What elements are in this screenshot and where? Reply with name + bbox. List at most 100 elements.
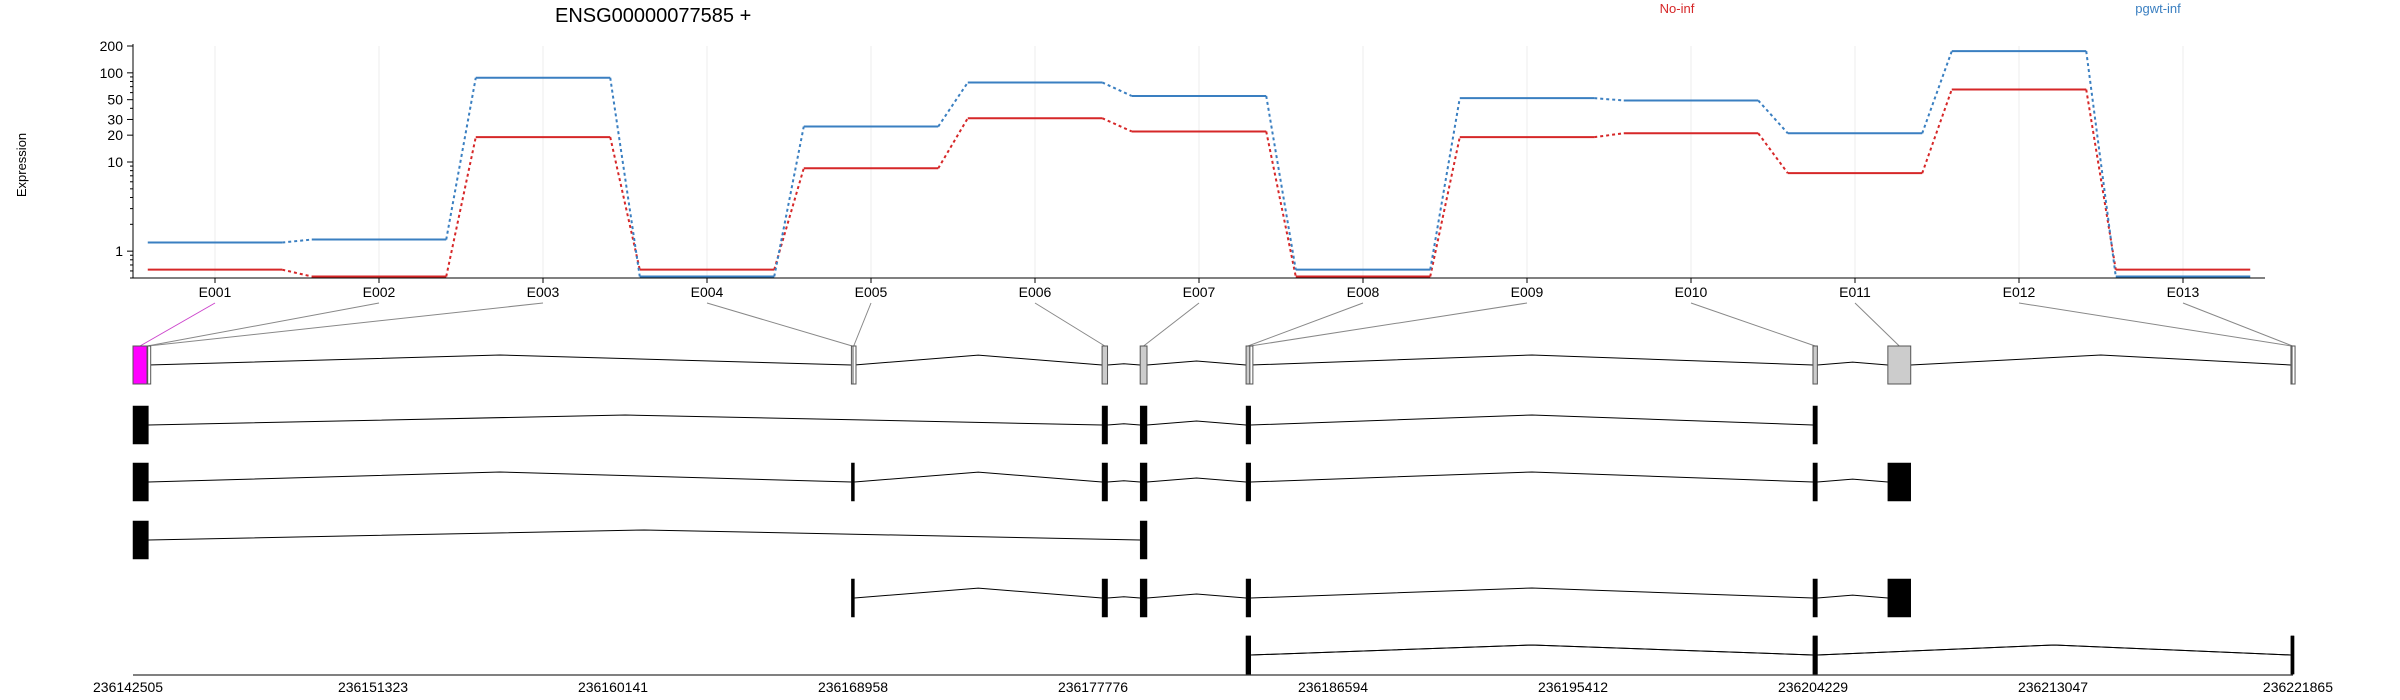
- bin-link-e013: [2182, 302, 2293, 347]
- x-tick-label-e012: E012: [2003, 284, 2036, 300]
- series-pgwt-inf: [147, 50, 2251, 278]
- chart-title: ENSG00000077585 +: [555, 5, 751, 27]
- genome-tick-label: 236221865: [2263, 679, 2333, 695]
- connector-no-inf: [1757, 132, 1789, 174]
- exon: [1101, 462, 1108, 502]
- intron: [1817, 594, 1888, 599]
- bin-intron: [148, 354, 852, 366]
- bin-link-e004: [706, 302, 853, 347]
- y-axis-label: Expression: [14, 133, 29, 197]
- connector-no-inf: [609, 136, 641, 270]
- exon: [1101, 578, 1108, 618]
- intron: [1817, 644, 2291, 656]
- exon: [132, 462, 149, 502]
- intron: [1146, 477, 1247, 483]
- x-tick-label-e001: E001: [199, 284, 232, 300]
- connector-no-inf: [1429, 136, 1461, 277]
- exon: [1887, 578, 1911, 618]
- connector-pgwt-inf: [1921, 50, 1953, 134]
- genome-tick-label: 236213047: [2018, 679, 2088, 695]
- exon: [851, 462, 855, 502]
- x-tick-label-e013: E013: [2167, 284, 2200, 300]
- x-tick-label-e011: E011: [1839, 284, 1871, 300]
- exon-bin-e009: [1249, 345, 1254, 385]
- intron: [1817, 478, 1888, 483]
- intron: [1250, 644, 1814, 656]
- connector-pgwt-inf: [773, 126, 805, 277]
- connector-pgwt-inf: [1594, 97, 1624, 102]
- bin-link-e011: [1854, 302, 1900, 347]
- genome-tick-label: 236151323: [338, 679, 408, 695]
- x-tick-label-e010: E010: [1675, 284, 1708, 300]
- bin-link-e007: [1143, 302, 1200, 347]
- exon: [1812, 578, 1818, 618]
- exon: [2290, 635, 2295, 675]
- connector-no-inf: [2085, 89, 2117, 270]
- exon-bin-row: [132, 345, 2296, 385]
- x-tick-label-e008: E008: [1347, 284, 1380, 300]
- transcript-row-6: [1245, 635, 2295, 675]
- bin-intron: [854, 354, 1103, 366]
- exon: [851, 578, 855, 618]
- connector-no-inf: [282, 268, 312, 278]
- y-tick-label-1: 1: [115, 243, 123, 259]
- x-tick-label-e006: E006: [1019, 284, 1052, 300]
- exon: [1139, 578, 1148, 618]
- exon-bin-e006: [1101, 345, 1109, 385]
- genome-tick-label: 236177776: [1058, 679, 1128, 695]
- series-no-inf: [147, 88, 2251, 278]
- x-tick-label-e003: E003: [527, 284, 560, 300]
- legend-no-inf: No-inf: [1660, 1, 1695, 16]
- intron: [1146, 593, 1247, 599]
- intron: [1107, 423, 1141, 426]
- intron: [148, 414, 1103, 426]
- exon: [132, 520, 149, 560]
- exon-bin-e001: [132, 345, 148, 385]
- connector-pgwt-inf: [609, 77, 641, 277]
- exon: [1812, 635, 1818, 675]
- intron: [1107, 596, 1141, 599]
- intron: [854, 471, 1103, 483]
- exon-bin-e011: [1887, 345, 1912, 385]
- x-tick-label-e004: E004: [691, 284, 724, 300]
- connector-pgwt-inf: [1265, 95, 1297, 270]
- genome-tick-label: 236160141: [578, 679, 648, 695]
- gene-model: [132, 302, 2296, 675]
- intron: [1107, 480, 1141, 483]
- exon: [1812, 405, 1818, 445]
- exon-bin-e010: [1812, 345, 1818, 385]
- transcript-row-4: [132, 520, 1148, 560]
- connector-no-inf: [445, 136, 477, 277]
- connector-no-inf: [773, 168, 805, 270]
- legend-pgwt-inf: pgwt-inf: [2135, 1, 2181, 16]
- connector-pgwt-inf: [1757, 99, 1789, 134]
- exon: [1245, 635, 1251, 675]
- exon-bin-e003: [147, 345, 152, 385]
- intron: [854, 587, 1103, 599]
- connector-no-inf: [1101, 117, 1133, 133]
- intron: [1146, 420, 1247, 426]
- transcript-row-6: [1245, 635, 2295, 675]
- bin-intron: [1250, 354, 1814, 366]
- exon: [1245, 405, 1251, 445]
- intron: [1250, 414, 1814, 426]
- y-tick-label-50: 50: [107, 92, 123, 108]
- connector-pgwt-inf: [1429, 97, 1461, 270]
- exon: [1812, 462, 1818, 502]
- genome-tick-label: 236204229: [1778, 679, 1848, 695]
- bin-intron: [1107, 363, 1141, 366]
- connector-no-inf: [1265, 131, 1297, 277]
- exon: [132, 405, 149, 445]
- exon: [1139, 462, 1148, 502]
- bin-intron: [1817, 361, 1888, 366]
- intron: [148, 529, 1141, 541]
- exon-bin-e005: [852, 345, 857, 385]
- connector-no-inf: [1921, 89, 1953, 174]
- transcript-row-3: [132, 462, 1911, 502]
- exon: [1139, 405, 1148, 445]
- bin-link-e003: [147, 302, 544, 347]
- transcript-row-2: [132, 405, 1818, 445]
- genome-axis: 236142505 236151323 236160141 236168958 2361…: [93, 674, 2333, 695]
